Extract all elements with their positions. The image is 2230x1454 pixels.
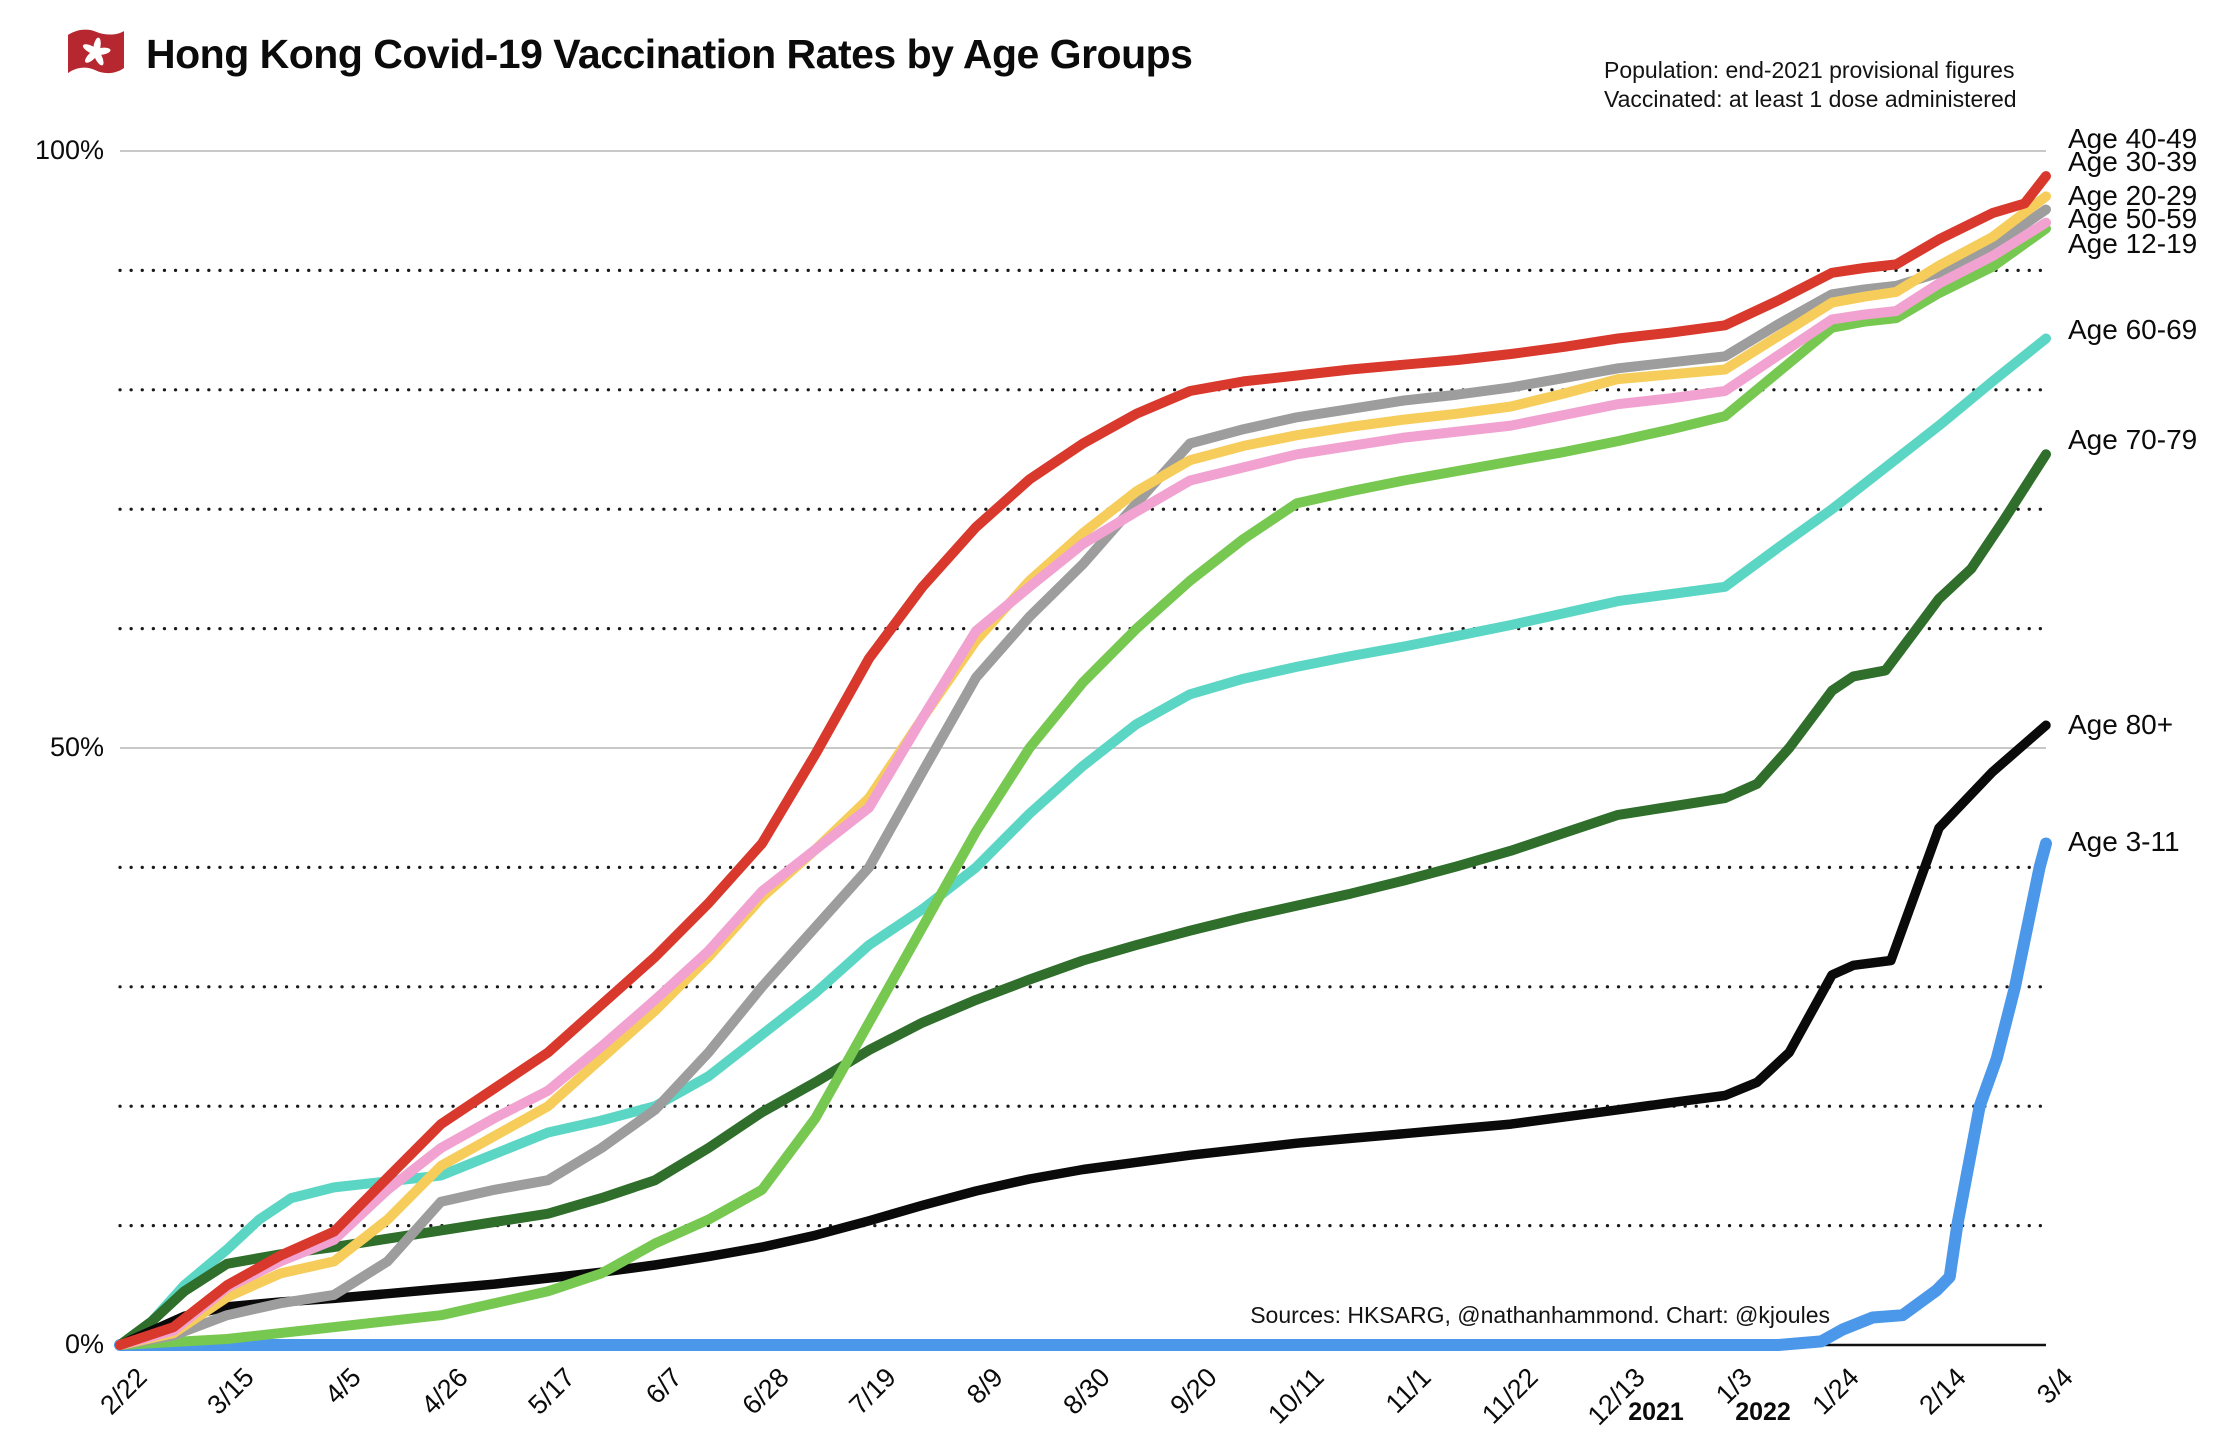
y-tick-label-100: 100% [34, 135, 104, 165]
series-line-age-80- [115, 720, 2051, 1350]
series-label-age-80-: Age 80+ [2068, 709, 2174, 740]
series-line-age-50-59 [115, 217, 2051, 1350]
series-label-age-50-59: Age 50-59 [2068, 203, 2198, 234]
y-tick-label-50: 50% [49, 732, 104, 762]
page-title: Hong Kong Covid-19 Vaccination Rates by … [146, 30, 1193, 77]
series-line-age-60-69 [115, 333, 2051, 1350]
series-line-age-70-79 [115, 449, 2051, 1350]
series-label-age-40-49: Age 40-49 [2068, 123, 2198, 154]
series-label-age-12-19: Age 12-19 [2068, 228, 2198, 259]
methodology-note: Population: end-2021 provisional figures… [1604, 56, 2017, 114]
series-line-age-40-49 [115, 171, 2051, 1350]
source-note: Sources: HKSARG, @nathanhammond. Chart: … [1250, 1302, 1830, 1328]
series-label-age-30-39: Age 30-39 [2068, 146, 2198, 177]
chart-header: Hong Kong Covid-19 Vaccination Rates by … [64, 26, 1193, 82]
year-label-2022: 2022 [1735, 1398, 1791, 1426]
series-label-age-3-11: Age 3-11 [2068, 826, 2180, 857]
series-label-age-20-29: Age 20-29 [2068, 180, 2198, 211]
series-label-age-70-79: Age 70-79 [2068, 424, 2198, 455]
hong-kong-flag-icon [68, 29, 124, 74]
series-line-age-3-11 [114, 837, 2052, 1351]
series-line-age-12-19 [115, 223, 2051, 1350]
y-tick-label-0: 0% [64, 1329, 104, 1359]
series-label-age-60-69: Age 60-69 [2068, 314, 2198, 345]
note-vaccinated: Vaccinated: at least 1 dose administered [1604, 86, 2017, 112]
series-line-age-30-39 [115, 191, 2051, 1350]
series-line-age-20-29 [115, 204, 2051, 1350]
x-tick-label-3-4: 3/4 [2031, 1362, 2080, 1410]
year-label-2021: 2021 [1628, 1398, 1684, 1426]
note-population: Population: end-2021 provisional figures [1604, 57, 2015, 83]
